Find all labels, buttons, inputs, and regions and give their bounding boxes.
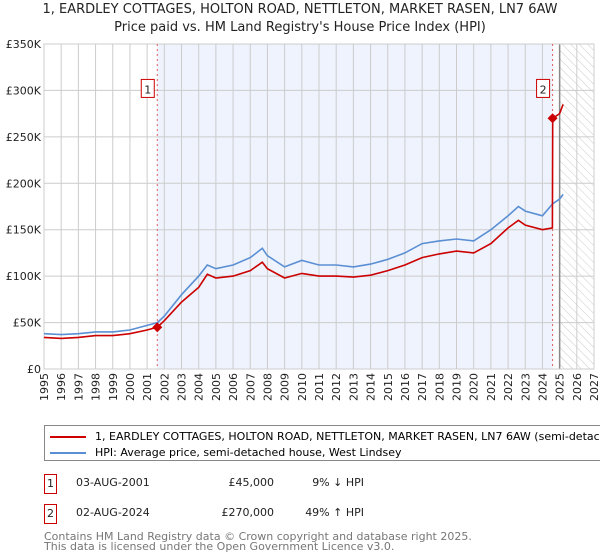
legend-label: 1, EARDLEY COTTAGES, HOLTON ROAD, NETTLE… [95, 430, 600, 443]
footer-copyright: Contains HM Land Registry data © Crown c… [44, 530, 472, 543]
y-tick-label: £150K [6, 224, 42, 237]
price-chart: 1995 1996 1997 1998 1999 2000 2001 2002 2003 2004… [6, 38, 600, 401]
x-tick-label: 2021 [485, 373, 498, 401]
legend-label: HPI: Average price, semi-detached house,… [95, 446, 402, 459]
y-tick-label: £100K [6, 270, 42, 283]
y-tick-label: £0 [27, 363, 41, 376]
plot-border [43, 43, 595, 370]
series-line [43, 104, 564, 340]
x-tick-label: 2000 [124, 373, 137, 401]
x-tick-label: 2017 [416, 373, 429, 401]
x-tick-label: 2020 [468, 373, 481, 401]
x-tick-label: 2004 [193, 373, 206, 401]
x-tick-label: 2013 [347, 373, 360, 401]
x-tick-label: 2011 [313, 373, 326, 401]
x-tick-label: 2006 [227, 373, 240, 401]
x-tick-label: 1997 [72, 373, 85, 401]
chart-title: 1, EARDLEY COTTAGES, HOLTON ROAD, NETTLE… [42, 2, 558, 17]
x-tick-label: 2009 [279, 373, 292, 401]
ownership-period-shade [157, 44, 553, 369]
x-tick-label: 1998 [90, 373, 103, 401]
sale-badge: 2 [44, 504, 57, 524]
sale-badge: 1 [44, 474, 57, 494]
x-tick-label: 2022 [502, 373, 515, 401]
x-tick-label: 2026 [571, 373, 584, 401]
sale-label: 1 [144, 83, 151, 96]
sale-price: £270,000 [221, 506, 275, 519]
sale-label-box [536, 78, 551, 98]
x-tick-label: 2001 [141, 373, 154, 401]
x-tick-label: 2019 [451, 373, 464, 401]
series-line [43, 193, 564, 336]
sale-hpi-diff: 49% ↑ HPI [305, 506, 364, 519]
legend: 1, EARDLEY COTTAGES, HOLTON ROAD, NETTLE… [44, 425, 600, 461]
sale-price: £45,000 [228, 476, 275, 489]
chart-subtitle: Price paid vs. HM Land Registry's House … [114, 20, 486, 35]
x-tick-label: 2024 [536, 373, 549, 401]
x-tick-label: 2027 [588, 373, 600, 401]
y-tick-label: £50K [13, 317, 42, 330]
x-tick-label: 2016 [399, 373, 412, 401]
x-tick-label: 2003 [176, 373, 189, 401]
blue-line-swatch [50, 451, 86, 454]
x-tick-label: 1999 [107, 373, 120, 401]
x-tick-label: 2015 [382, 373, 395, 401]
footer-licence: This data is licensed under the Open Gov… [44, 540, 395, 553]
sale-hpi-diff: 9% ↓ HPI [312, 476, 364, 489]
y-tick-label: £350K [6, 38, 42, 51]
x-tick-label: 2012 [330, 373, 343, 401]
x-tick-label: 2014 [365, 373, 378, 401]
x-tick-label: 2010 [296, 373, 309, 401]
y-tick-label: £300K [6, 84, 42, 97]
sale-label-box [140, 78, 155, 98]
x-tick-label: 1995 [38, 373, 51, 401]
x-tick-label: 2008 [261, 373, 274, 401]
x-tick-label: 2005 [210, 373, 223, 401]
legend-item-hpi: HPI: Average price, semi-detached house,… [50, 446, 402, 459]
x-tick-label: 2025 [554, 373, 567, 401]
sale-date: 03-AUG-2001 [76, 476, 150, 489]
x-tick-label: 2002 [158, 373, 171, 401]
y-tick-label: £250K [6, 131, 42, 144]
red-line-swatch [50, 435, 86, 438]
x-tick-label: 2023 [519, 373, 532, 401]
x-tick-label: 2007 [244, 373, 257, 401]
sale-label: 2 [540, 83, 547, 96]
sale-point [152, 322, 163, 333]
y-tick-label: £200K [6, 177, 42, 190]
sale-date: 02-AUG-2024 [76, 506, 150, 519]
sale-point [547, 113, 558, 124]
x-tick-label: 2018 [433, 373, 446, 401]
legend-item-property: 1, EARDLEY COTTAGES, HOLTON ROAD, NETTLE… [50, 430, 600, 443]
x-tick-label: 1996 [55, 373, 68, 401]
